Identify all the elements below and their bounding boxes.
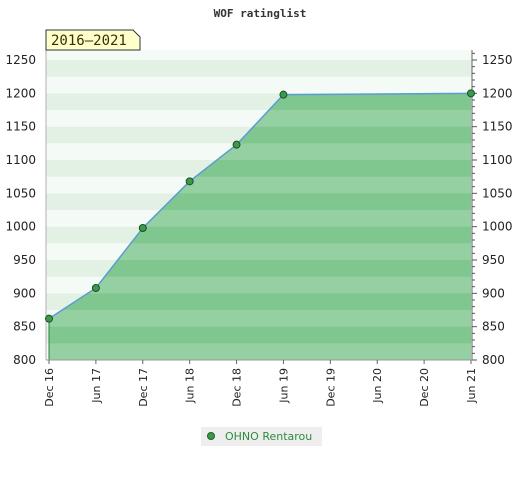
data-point (185, 177, 194, 186)
area-stripe (49, 343, 471, 360)
y-tick-label-right: 1150 (482, 120, 513, 134)
y-tick-label-right: 800 (482, 353, 505, 367)
data-point (91, 284, 100, 292)
area-stripe (49, 243, 471, 260)
band (46, 60, 472, 77)
legend: OHNO Rentarou (201, 427, 322, 446)
x-tick-label: Jun 17 (90, 368, 103, 404)
x-tick-label: Jun 20 (371, 368, 384, 404)
band (46, 50, 472, 60)
y-tick-label-right: 1250 (482, 53, 513, 67)
period-badge-box (45, 29, 141, 51)
data-point (467, 89, 475, 98)
y-tick-label-right: 1200 (482, 86, 513, 100)
x-tick-label: Dec 19 (324, 368, 337, 407)
area-stripe (49, 310, 471, 327)
data-point (232, 140, 241, 149)
x-tick-label: Jun 18 (184, 368, 197, 404)
y-tick-label-left: 1000 (5, 220, 36, 234)
data-point (45, 314, 53, 323)
data-point (138, 224, 147, 232)
y-tick-label-left: 1250 (5, 53, 36, 67)
x-tick-label: Jun 21 (465, 368, 478, 404)
legend-box (201, 427, 322, 446)
y-tick-label-left: 1100 (5, 153, 36, 167)
data-points (45, 89, 475, 323)
x-tick-label: Dec 18 (231, 368, 244, 407)
y-tick-label-right: 1100 (482, 153, 513, 167)
y-tick-label-left: 900 (13, 286, 36, 300)
chart-title: WOF ratinglist (214, 7, 307, 20)
x-axis-labels: Dec 16 Jun 17 Dec 17 Jun 18 Dec 18 Jun 19 Dec … (43, 360, 478, 407)
area-fill (49, 93, 471, 360)
y-tick-label-right: 1050 (482, 186, 513, 200)
y-tick-label-left: 1200 (5, 86, 36, 100)
y-axis-right-labels: 800 850 900 950 1000 1050 1100 1150 1200 1250 (482, 53, 513, 367)
area-stripe (49, 276, 471, 294)
x-tick-label: Dec 20 (418, 368, 431, 407)
y-tick-label-left: 850 (13, 320, 36, 334)
x-tick-label: Dec 17 (137, 368, 150, 407)
data-point (279, 90, 288, 99)
period-badge: 2016–2021 (45, 29, 141, 51)
y-tick-label-left: 950 (13, 253, 36, 267)
y-tick-label-right: 950 (482, 253, 505, 267)
legend-series-name: OHNO Rentarou (225, 430, 312, 443)
y-axis-left-labels: 800 850 900 950 1000 1050 1100 1150 1200 1250 (5, 53, 36, 367)
y-tick-label-right: 1000 (482, 220, 513, 234)
x-tick-label: Dec 16 (43, 368, 56, 407)
period-badge-text: 2016–2021 (51, 33, 127, 49)
axes (45, 50, 477, 361)
band (46, 76, 472, 94)
x-tick-label: Jun 19 (277, 368, 290, 404)
y-tick-label-right: 900 (482, 286, 505, 300)
legend-marker (207, 432, 215, 440)
y-tick-label-left: 1050 (5, 186, 36, 200)
y-tick-label-left: 800 (13, 353, 36, 367)
y-tick-label-right: 850 (482, 320, 505, 334)
y-tick-label-left: 1150 (5, 120, 36, 134)
